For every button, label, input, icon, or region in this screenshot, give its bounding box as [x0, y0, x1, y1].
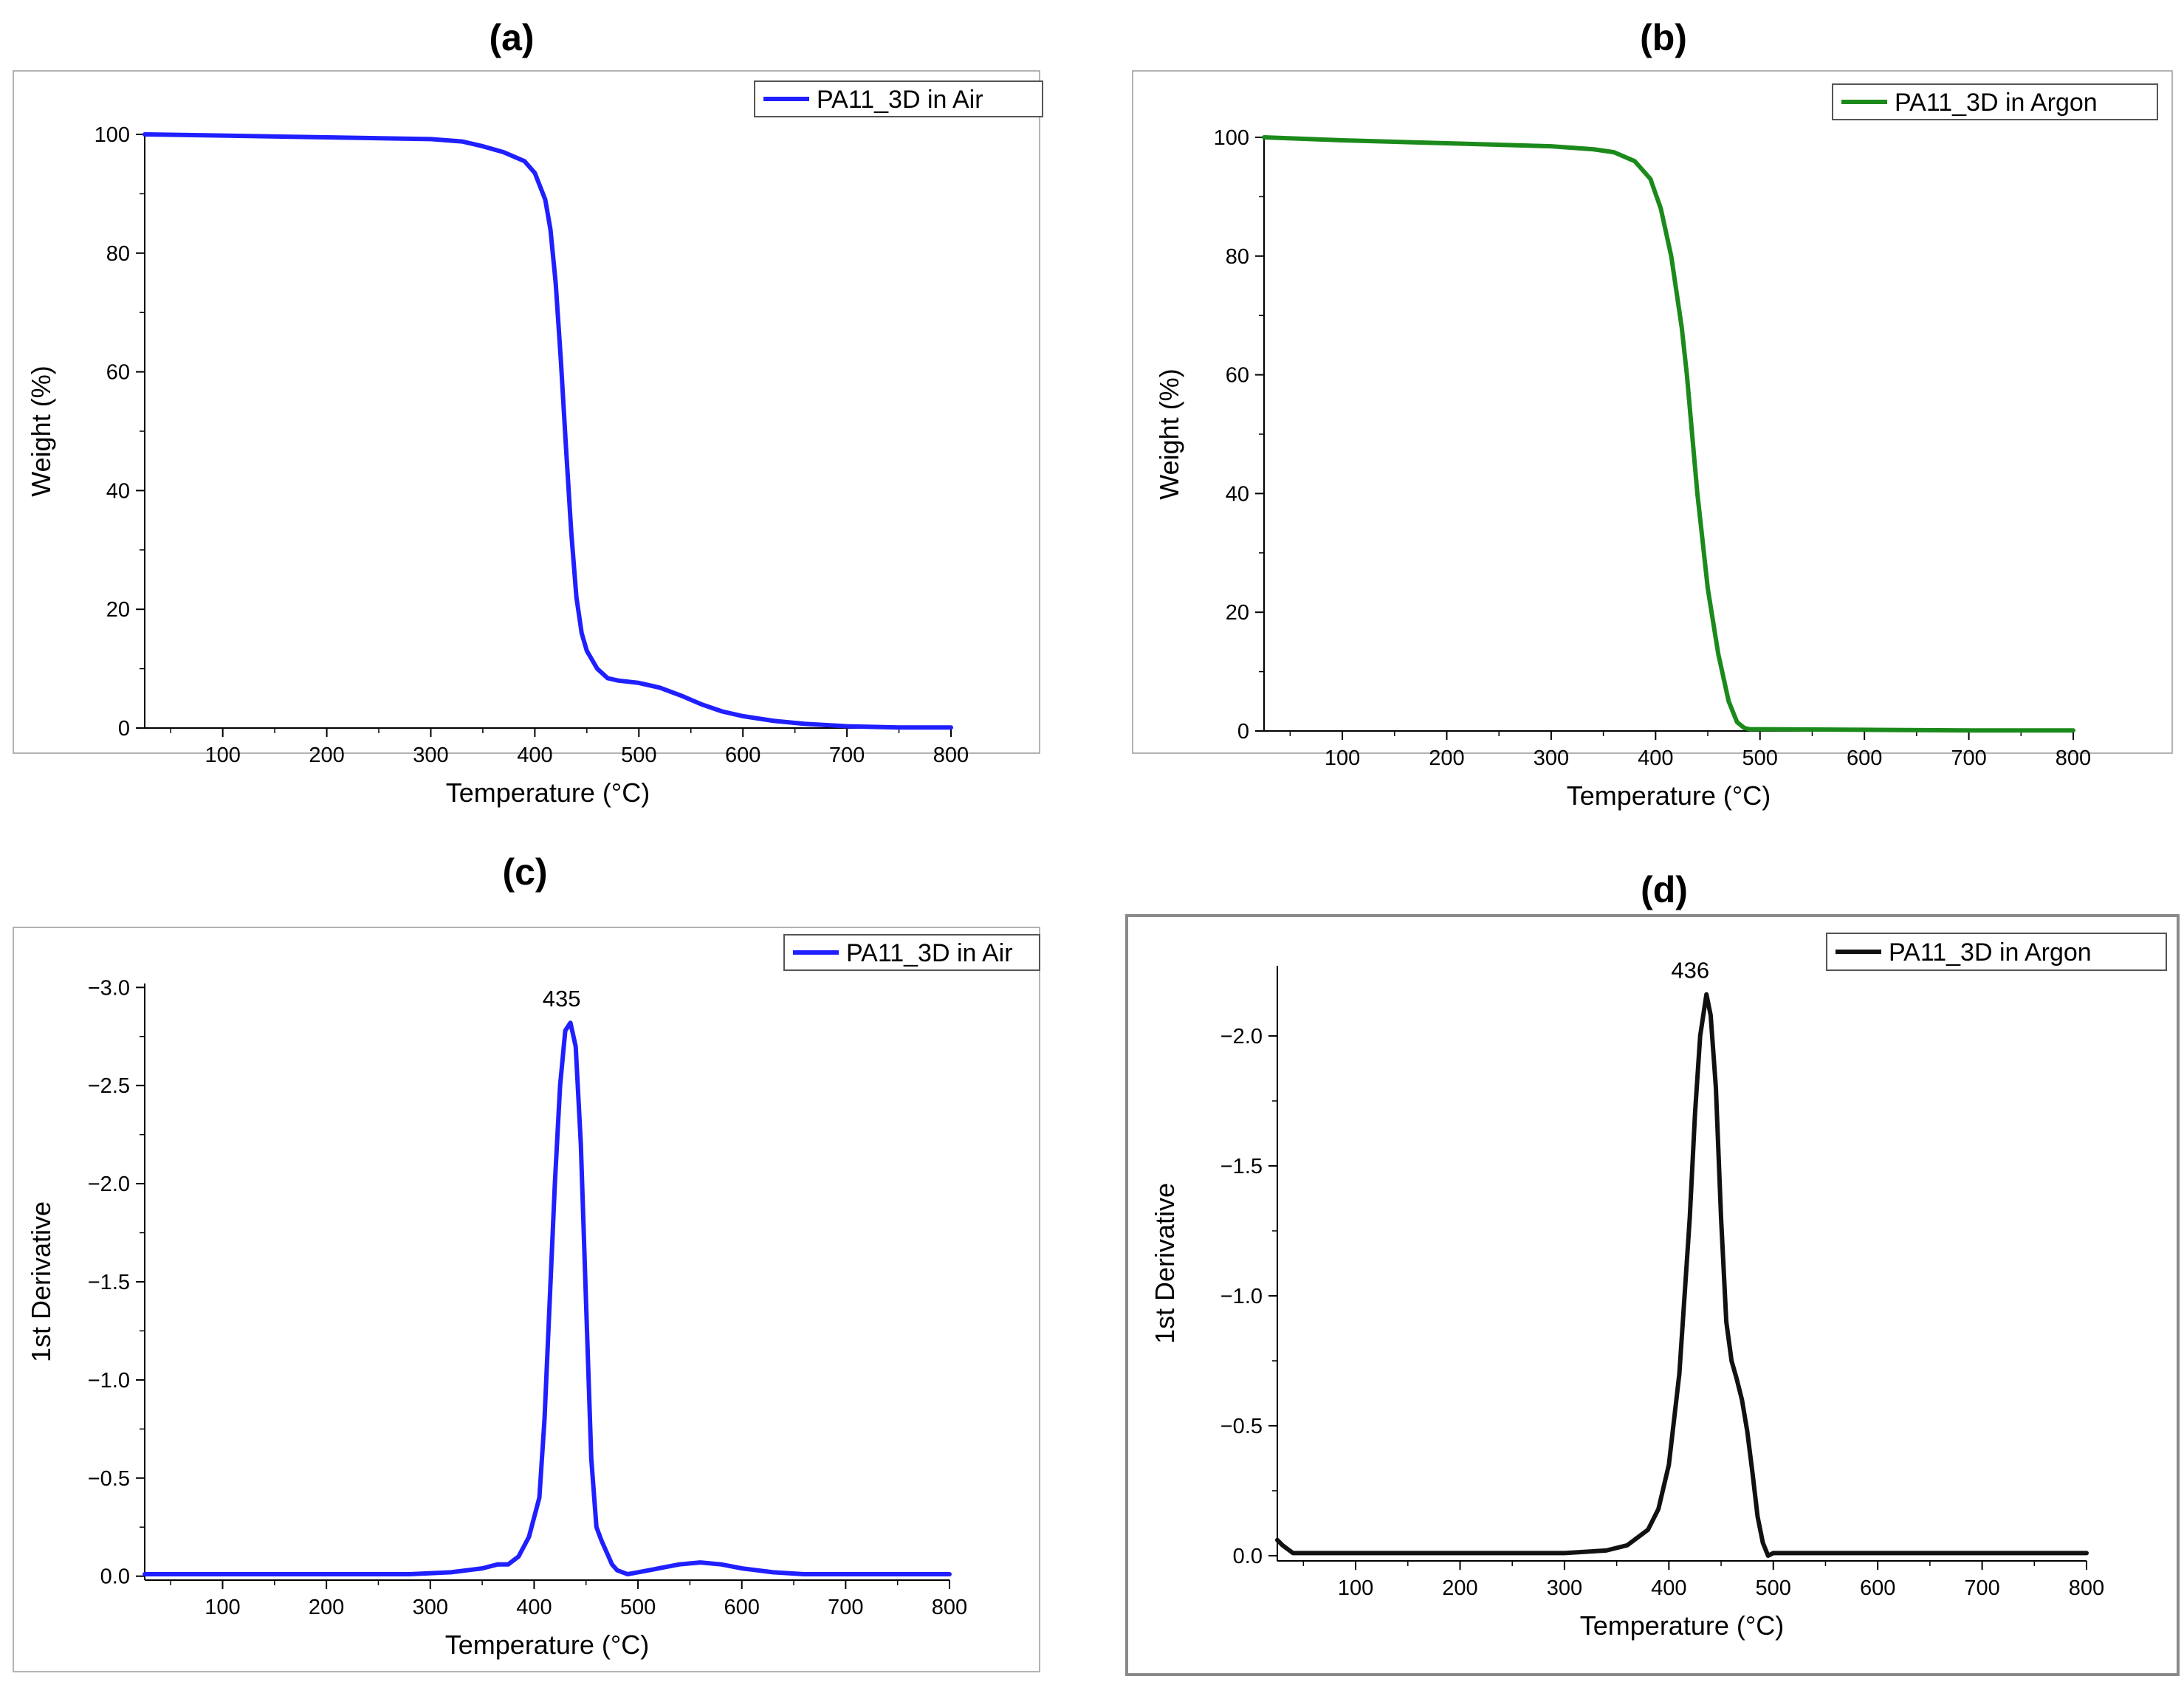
- legend-label: PA11_3D in Argon: [1895, 89, 2098, 117]
- y-tick-label: −1.5: [1220, 1155, 1263, 1178]
- x-tick-label: 300: [1547, 1576, 1582, 1600]
- x-tick-label: 100: [1338, 1576, 1373, 1600]
- legend-label: PA11_3D in Argon: [1889, 938, 2092, 967]
- panel-frame: [1125, 914, 2180, 1676]
- peak-annotation: 436: [1671, 958, 1709, 984]
- x-tick-label: 200: [1442, 1576, 1477, 1600]
- peak-annotation: 435: [543, 986, 581, 1012]
- y-tick-label: 60: [1226, 364, 1249, 388]
- y-tick-label: 40: [1226, 482, 1249, 506]
- y-tick-label: −0.5: [1220, 1415, 1263, 1438]
- x-tick-label: 500: [1742, 746, 1778, 770]
- x-axis-title: Temperature (°C): [1567, 780, 1771, 811]
- y-tick-label: 60: [106, 361, 130, 385]
- x-tick-label: 800: [932, 1596, 967, 1619]
- y-tick-label: −2.0: [1220, 1025, 1263, 1048]
- chart-panel-c: (c) 100 200 300 400 500 600 700 800 0.0 −0.5 −1.0 −1…: [13, 851, 1040, 1672]
- y-tick-label: 80: [1226, 245, 1249, 269]
- x-tick-label: 400: [516, 1596, 552, 1619]
- x-tick-label: 400: [1651, 1576, 1686, 1600]
- x-tick-label: 300: [413, 744, 448, 767]
- panel-frame: [1132, 70, 2173, 754]
- y-tick-label: −0.5: [88, 1467, 130, 1491]
- x-tick-label: 100: [1325, 746, 1360, 770]
- y-tick-label: −1.0: [88, 1369, 130, 1393]
- x-tick-label: 800: [2069, 1576, 2104, 1600]
- x-tick-label: 700: [1951, 746, 1986, 770]
- x-tick-label: 700: [829, 744, 865, 767]
- x-tick-label: 200: [1429, 746, 1464, 770]
- x-tick-label: 600: [1847, 746, 1882, 770]
- series-line-a: [142, 132, 953, 730]
- x-tick-label: 300: [413, 1596, 448, 1619]
- y-tick-label: 80: [106, 242, 130, 266]
- panel-frame: [13, 927, 1040, 1672]
- y-tick-label: 100: [95, 123, 130, 147]
- y-axis-title: Weight (%): [26, 365, 56, 496]
- y-tick-label: −1.0: [1220, 1285, 1263, 1308]
- y-tick-label: 20: [106, 598, 130, 622]
- y-tick-label: 40: [106, 479, 130, 503]
- x-tick-label: 500: [1756, 1576, 1791, 1600]
- panel-label: (b): [1640, 17, 1687, 58]
- series-line-d: [1275, 992, 2089, 1558]
- y-axis-title: Weight (%): [1154, 368, 1184, 499]
- x-tick-label: 400: [517, 744, 552, 767]
- x-tick-label: 800: [933, 744, 969, 767]
- y-tick-label: −2.5: [88, 1074, 130, 1098]
- y-axis-title: 1st Derivative: [26, 1201, 56, 1362]
- panel-label: (d): [1641, 869, 1688, 910]
- legend-label: PA11_3D in Air: [846, 939, 1013, 967]
- x-tick-label: 600: [1860, 1576, 1895, 1600]
- x-tick-label: 200: [309, 1596, 344, 1619]
- y-axis-title: 1st Derivative: [1150, 1183, 1180, 1344]
- x-tick-label: 100: [205, 1596, 240, 1619]
- y-tick-label: −2.0: [88, 1173, 130, 1196]
- x-tick-label: 600: [725, 744, 760, 767]
- x-tick-label: 200: [309, 744, 344, 767]
- y-tick-label: 0.0: [1233, 1545, 1263, 1568]
- x-axis-title: Temperature (°C): [446, 778, 650, 808]
- x-tick-label: 800: [2056, 746, 2091, 770]
- x-tick-label: 700: [1964, 1576, 1999, 1600]
- legend-box: [1826, 933, 2167, 971]
- chart-panel-a: (a) 100 200 300 400 500 600 700 800 0 20 40 60 80 100 T…: [13, 17, 1043, 808]
- y-tick-label: 20: [1226, 601, 1249, 625]
- y-tick-label: −3.0: [88, 976, 130, 1000]
- y-tick-label: −1.5: [88, 1271, 130, 1294]
- chart-panel-b: (b) 100 200 300 400 500 600 700 800 0 20 40 60 80 100 T…: [1132, 17, 2173, 811]
- series-line-c: [142, 1020, 952, 1576]
- panel-label: (c): [502, 851, 547, 893]
- x-tick-label: 100: [205, 744, 240, 767]
- x-tick-label: 300: [1534, 746, 1569, 770]
- y-tick-label: 100: [1214, 126, 1249, 150]
- y-tick-label: 0: [118, 717, 130, 741]
- x-tick-label: 500: [621, 744, 656, 767]
- x-axis-title: Temperature (°C): [445, 1630, 649, 1660]
- x-axis-title: Temperature (°C): [1580, 1610, 1784, 1641]
- x-tick-label: 600: [724, 1596, 760, 1619]
- legend-label: PA11_3D in Air: [817, 86, 983, 114]
- x-tick-label: 400: [1638, 746, 1673, 770]
- series-line-b: [1262, 135, 2075, 733]
- x-tick-label: 500: [620, 1596, 656, 1619]
- x-tick-label: 700: [828, 1596, 863, 1619]
- y-tick-label: 0: [1237, 720, 1249, 744]
- panel-frame: [13, 70, 1040, 754]
- y-tick-label: 0.0: [100, 1565, 130, 1589]
- panel-label: (a): [489, 17, 534, 58]
- chart-panel-d: (d) 100 200 300 400 500 600 700 800 0.0 −0.5 −1.0 −1…: [1125, 869, 2180, 1676]
